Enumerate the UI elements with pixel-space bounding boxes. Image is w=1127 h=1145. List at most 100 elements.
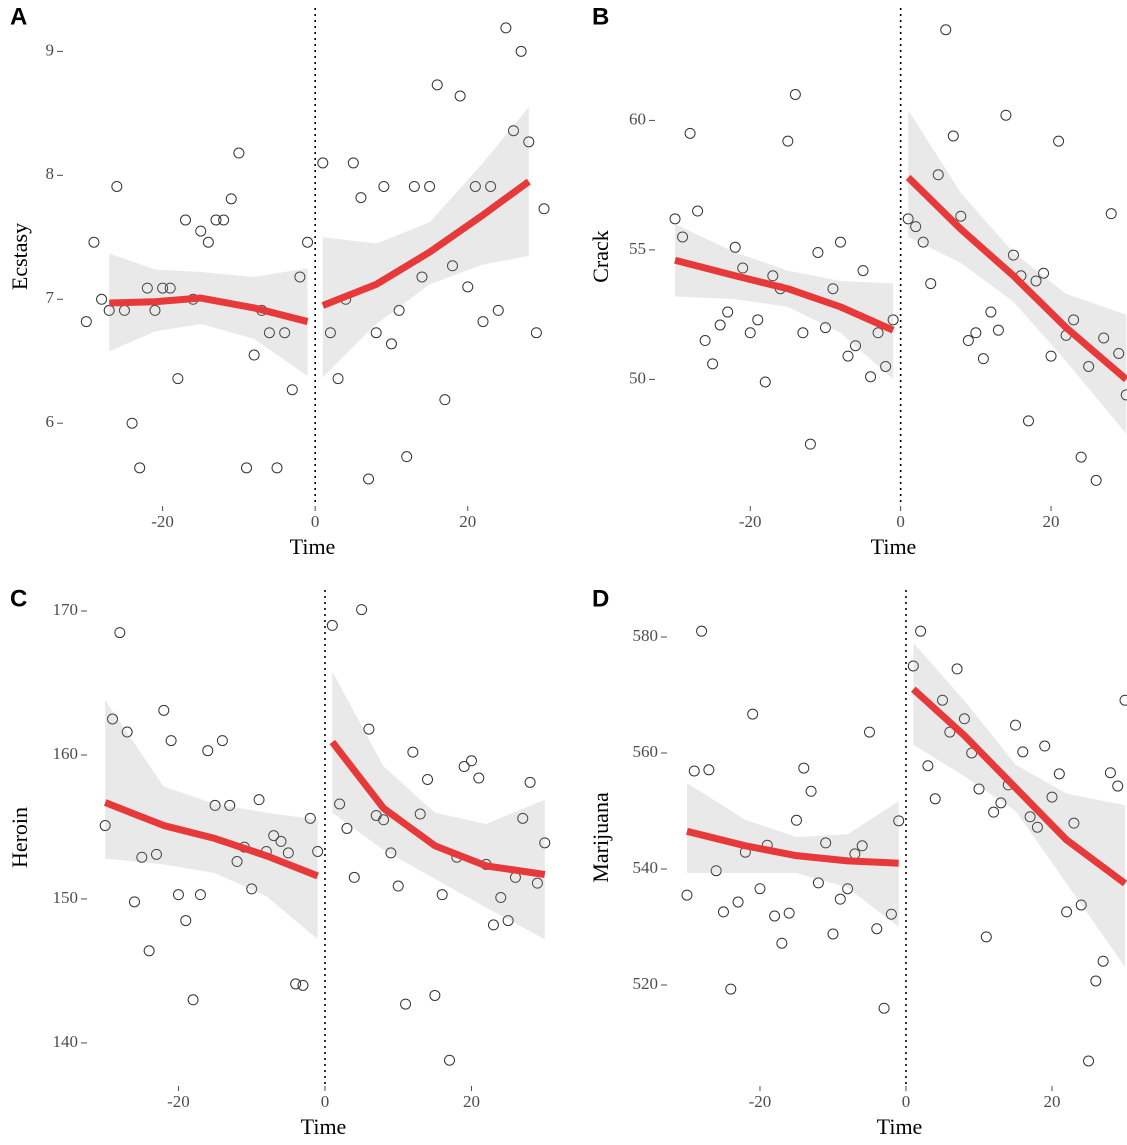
confidence-band bbox=[908, 110, 1127, 434]
point bbox=[677, 231, 689, 243]
point bbox=[1090, 474, 1102, 486]
point bbox=[1017, 746, 1029, 758]
point bbox=[136, 851, 148, 863]
point bbox=[1075, 451, 1087, 463]
point bbox=[737, 262, 749, 274]
point bbox=[1090, 975, 1102, 987]
y-tick-label: 560 bbox=[633, 742, 659, 761]
point bbox=[944, 726, 956, 738]
point bbox=[302, 236, 314, 248]
point bbox=[363, 473, 375, 485]
point bbox=[517, 812, 529, 824]
y-axis-title: Marijuana bbox=[588, 792, 613, 883]
point bbox=[714, 319, 726, 331]
confidence-band bbox=[332, 671, 545, 940]
point bbox=[1113, 347, 1125, 359]
y-tick-label: 580 bbox=[633, 626, 659, 645]
point bbox=[880, 360, 892, 372]
point bbox=[937, 694, 949, 706]
point bbox=[812, 246, 824, 258]
point bbox=[789, 89, 801, 101]
point bbox=[165, 735, 177, 747]
x-tick-label: 0 bbox=[902, 1092, 911, 1111]
point bbox=[992, 324, 1004, 336]
point bbox=[1105, 208, 1117, 220]
y-axis-title: Ecstasy bbox=[7, 223, 32, 290]
point bbox=[856, 840, 868, 852]
point bbox=[231, 856, 243, 868]
point bbox=[271, 462, 283, 474]
point bbox=[955, 210, 967, 222]
point bbox=[495, 892, 507, 904]
point bbox=[887, 314, 899, 326]
panel-label: A bbox=[10, 3, 27, 30]
point bbox=[317, 157, 329, 169]
x-tick-label: 20 bbox=[1043, 512, 1060, 531]
point bbox=[88, 236, 100, 248]
point bbox=[1104, 767, 1116, 779]
point bbox=[947, 130, 959, 142]
point bbox=[172, 373, 184, 385]
point bbox=[446, 260, 458, 272]
point bbox=[747, 708, 759, 720]
point bbox=[401, 451, 413, 463]
point bbox=[958, 713, 970, 725]
y-tick-label: 8 bbox=[46, 164, 55, 183]
point bbox=[241, 462, 253, 474]
point bbox=[717, 906, 729, 918]
point bbox=[970, 327, 982, 339]
point bbox=[334, 798, 346, 810]
point bbox=[363, 723, 375, 735]
point bbox=[462, 281, 474, 293]
point bbox=[951, 663, 963, 675]
point bbox=[805, 785, 817, 797]
fit-line bbox=[905, 174, 1127, 383]
x-axis-title: Time bbox=[871, 534, 917, 559]
point bbox=[114, 627, 126, 639]
point bbox=[1038, 267, 1050, 279]
point bbox=[103, 304, 115, 316]
point bbox=[725, 983, 737, 995]
point bbox=[1030, 275, 1042, 287]
point bbox=[408, 180, 420, 192]
point bbox=[508, 125, 520, 137]
point bbox=[253, 794, 265, 806]
point bbox=[684, 127, 696, 139]
panel-label: C bbox=[10, 585, 27, 612]
point bbox=[202, 745, 214, 757]
point bbox=[99, 820, 111, 832]
x-tick-label: -20 bbox=[151, 512, 174, 531]
point bbox=[149, 304, 161, 316]
point bbox=[696, 625, 708, 637]
point bbox=[143, 945, 155, 957]
y-axis-title: Crack bbox=[588, 230, 613, 283]
x-tick-label: 0 bbox=[896, 512, 905, 531]
fit-line bbox=[674, 256, 895, 334]
point bbox=[121, 726, 133, 738]
point bbox=[1097, 955, 1109, 967]
point bbox=[681, 889, 693, 901]
point bbox=[157, 282, 169, 294]
point bbox=[297, 979, 309, 991]
point bbox=[248, 349, 260, 361]
point bbox=[128, 896, 140, 908]
fit-line bbox=[103, 799, 319, 880]
point bbox=[96, 293, 108, 305]
point bbox=[233, 147, 245, 159]
point bbox=[1068, 817, 1080, 829]
point bbox=[842, 883, 854, 895]
point bbox=[263, 327, 275, 339]
y-tick-label: 50 bbox=[629, 368, 646, 387]
point bbox=[502, 915, 514, 927]
point bbox=[1119, 694, 1127, 706]
confidence-band bbox=[913, 642, 1126, 968]
point bbox=[729, 241, 741, 253]
x-tick-label: 20 bbox=[459, 512, 476, 531]
point bbox=[722, 306, 734, 318]
point bbox=[477, 316, 489, 328]
point bbox=[224, 799, 236, 811]
point bbox=[782, 135, 794, 147]
x-tick-label: 20 bbox=[463, 1092, 480, 1111]
point bbox=[515, 45, 527, 57]
point bbox=[827, 928, 839, 940]
